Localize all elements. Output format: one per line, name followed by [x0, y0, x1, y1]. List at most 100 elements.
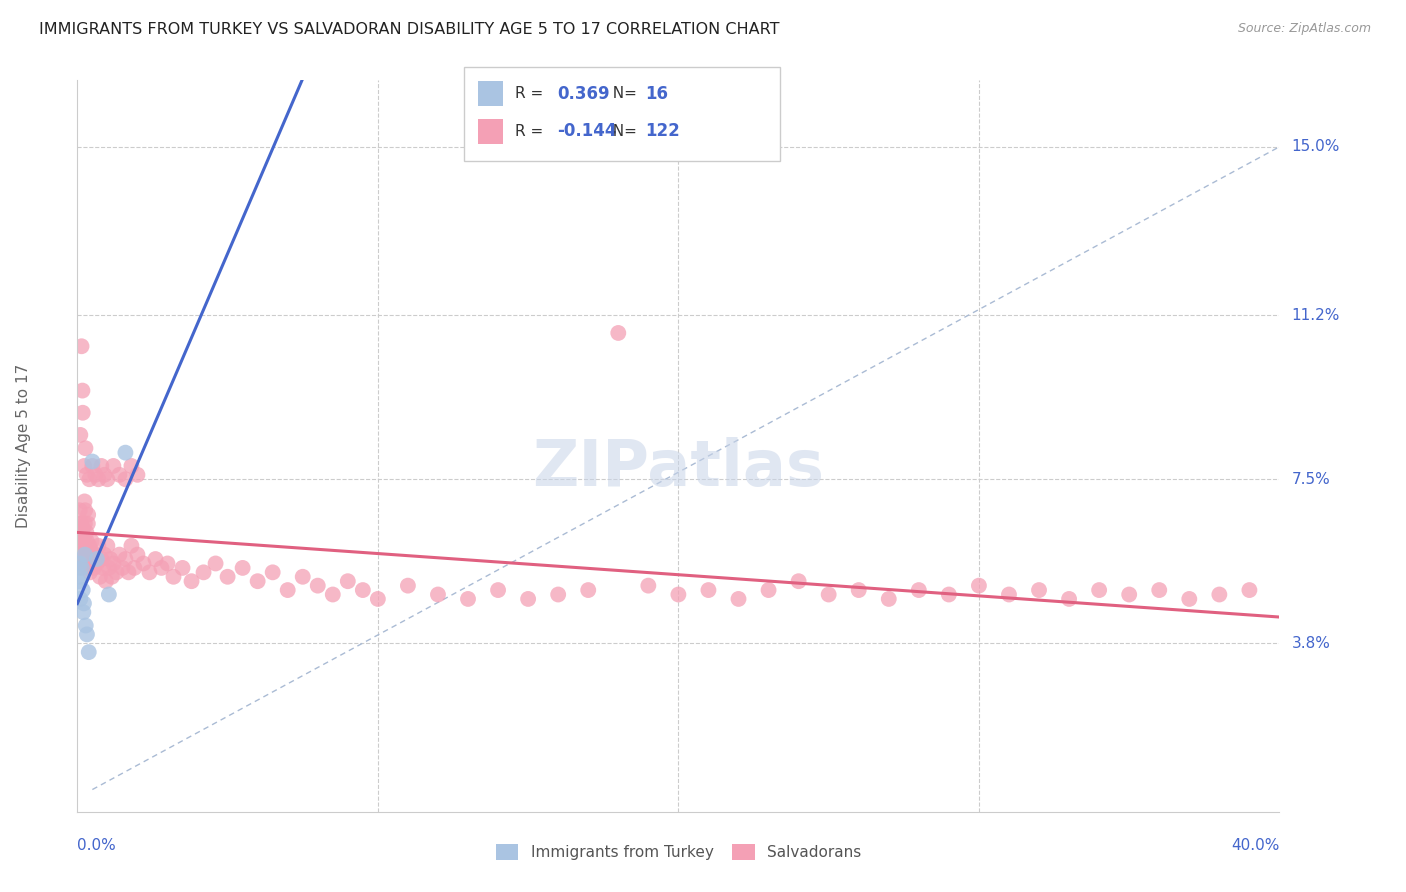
- Point: [79, 566, 101, 580]
- Point: [70, 516, 93, 531]
- Point: [1149, 583, 1171, 598]
- Point: [138, 566, 160, 580]
- Point: [76, 467, 98, 482]
- Point: [70, 552, 93, 566]
- Point: [86, 552, 108, 566]
- Point: [69, 543, 91, 558]
- Point: [82, 552, 104, 566]
- Point: [204, 557, 226, 571]
- Point: [427, 587, 450, 601]
- Point: [75, 525, 97, 540]
- Point: [80, 543, 103, 558]
- Point: [180, 574, 202, 589]
- Point: [262, 566, 284, 580]
- Point: [114, 552, 136, 566]
- Point: [486, 583, 509, 598]
- Point: [105, 566, 128, 580]
- Point: [103, 458, 125, 473]
- Point: [1239, 583, 1261, 598]
- Point: [76, 534, 98, 549]
- Point: [817, 587, 839, 601]
- Point: [75, 503, 97, 517]
- Point: [75, 543, 97, 558]
- Point: [82, 454, 104, 468]
- Point: [127, 548, 149, 562]
- Point: [668, 587, 690, 601]
- Text: IMMIGRANTS FROM TURKEY VS SALVADORAN DISABILITY AGE 5 TO 17 CORRELATION CHART: IMMIGRANTS FROM TURKEY VS SALVADORAN DIS…: [39, 22, 780, 37]
- Point: [576, 583, 599, 598]
- Point: [79, 472, 101, 486]
- Point: [84, 548, 107, 562]
- Point: [67, 516, 90, 531]
- Text: 40.0%: 40.0%: [1232, 838, 1279, 854]
- Point: [72, 583, 94, 598]
- Point: [77, 508, 100, 522]
- Point: [396, 579, 419, 593]
- Point: [117, 566, 139, 580]
- Point: [69, 503, 91, 517]
- Point: [72, 521, 94, 535]
- Point: [86, 557, 108, 571]
- Point: [162, 570, 184, 584]
- Point: [93, 467, 115, 482]
- Point: [1178, 591, 1201, 606]
- Text: 0.369: 0.369: [557, 85, 609, 103]
- Point: [101, 570, 124, 584]
- Point: [97, 587, 120, 601]
- Point: [967, 579, 990, 593]
- Point: [73, 494, 96, 508]
- Point: [120, 458, 142, 473]
- Point: [89, 570, 111, 584]
- Point: [73, 458, 96, 473]
- Text: Disability Age 5 to 17: Disability Age 5 to 17: [15, 364, 31, 528]
- Point: [232, 561, 254, 575]
- Text: 122: 122: [645, 122, 681, 140]
- Point: [908, 583, 931, 598]
- Point: [150, 561, 173, 575]
- Point: [67, 548, 90, 562]
- Legend: Immigrants from Turkey, Salvadorans: Immigrants from Turkey, Salvadorans: [489, 838, 868, 866]
- Point: [75, 441, 97, 455]
- Point: [72, 548, 94, 562]
- Point: [90, 458, 112, 473]
- Point: [1118, 587, 1140, 601]
- Point: [100, 552, 122, 566]
- Point: [75, 618, 97, 632]
- Point: [80, 534, 103, 549]
- Point: [172, 561, 194, 575]
- Point: [87, 539, 110, 553]
- Point: [73, 516, 96, 531]
- Text: N=: N=: [603, 124, 643, 138]
- Point: [787, 574, 810, 589]
- Point: [156, 557, 179, 571]
- Text: 3.8%: 3.8%: [1292, 636, 1330, 651]
- Point: [90, 552, 112, 566]
- Text: R =: R =: [515, 87, 548, 101]
- Point: [307, 579, 329, 593]
- Point: [72, 605, 94, 619]
- Point: [70, 534, 93, 549]
- Point: [77, 645, 100, 659]
- Point: [96, 472, 118, 486]
- Point: [91, 561, 114, 575]
- Point: [70, 570, 93, 584]
- Point: [1088, 583, 1111, 598]
- Point: [69, 561, 91, 575]
- Point: [217, 570, 239, 584]
- Text: R =: R =: [515, 124, 548, 138]
- Point: [108, 548, 131, 562]
- Point: [69, 428, 91, 442]
- Point: [79, 539, 101, 553]
- Point: [82, 458, 104, 473]
- Point: [70, 539, 93, 553]
- Point: [124, 561, 146, 575]
- Text: 16: 16: [645, 85, 668, 103]
- Point: [83, 561, 105, 575]
- Point: [103, 557, 125, 571]
- Point: [637, 579, 659, 593]
- Point: [70, 525, 93, 540]
- Point: [998, 587, 1021, 601]
- Point: [547, 587, 569, 601]
- Point: [322, 587, 344, 601]
- Point: [145, 552, 167, 566]
